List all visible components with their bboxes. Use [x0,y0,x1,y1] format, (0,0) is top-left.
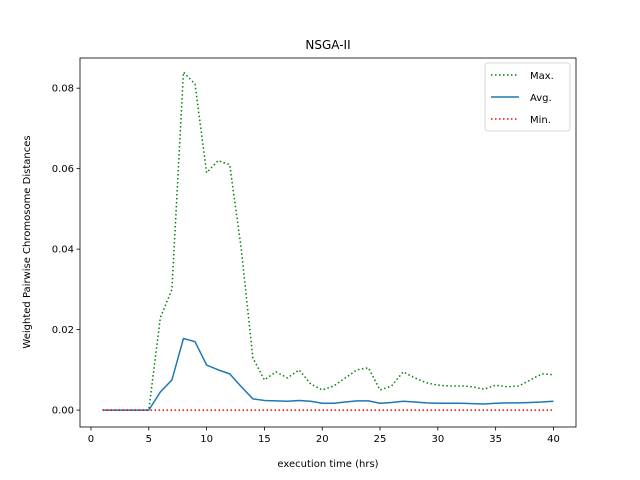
legend-label: Min. [530,115,551,126]
y-tick-label: 0.00 [52,406,74,417]
y-tick-label: 0.06 [52,164,74,175]
plot-lines [102,71,554,411]
x-tick-label: 30 [431,434,444,445]
legend-box [484,62,571,132]
series-line-max [102,71,554,411]
x-axis-label: execution time (hrs) [277,459,378,470]
x-tick-label: 5 [146,434,152,445]
series-line-avg [102,337,554,411]
x-tick-label: 35 [489,434,502,445]
y-axis: 0.00 0.02 0.04 0.06 0.08 [52,84,80,417]
x-tick-label: 40 [547,434,560,445]
y-tick-label: 0.02 [52,325,74,336]
y-tick-label: 0.08 [52,84,74,95]
legend-label: Avg. [530,93,552,104]
axes-frame [79,57,577,428]
x-tick-label: 20 [316,434,329,445]
y-axis-label: Weighted Pairwise Chromosome Distances [22,135,33,348]
x-tick-label: 25 [374,434,387,445]
chart-title: NSGA-II [305,38,350,52]
y-tick-label: 0.04 [52,245,74,256]
x-axis: 0 5 10 15 20 25 30 35 40 [88,427,560,445]
x-tick-label: 0 [88,434,94,445]
legend: Max. Avg. Min. [484,62,571,132]
x-tick-label: 15 [258,434,271,445]
x-tick-label: 10 [200,434,213,445]
legend-label: Max. [530,71,554,82]
